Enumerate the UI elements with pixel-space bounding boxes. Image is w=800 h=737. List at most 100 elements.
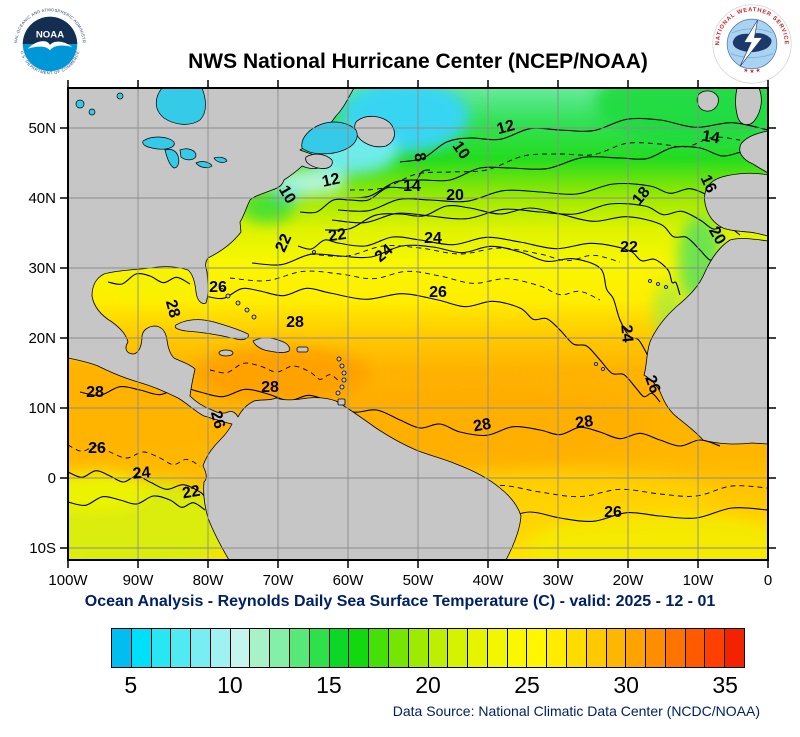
island-bermuda bbox=[312, 250, 316, 254]
page-title: NWS National Hurricane Center (NCEP/NOAA… bbox=[188, 50, 648, 73]
contour-label: 20 bbox=[705, 224, 729, 248]
island-trinidad bbox=[337, 398, 346, 406]
sst-region-overlay bbox=[595, 88, 768, 145]
contour-label: 16 bbox=[697, 172, 720, 195]
y-axis-label: 0 bbox=[48, 470, 56, 487]
contour-label: 26 bbox=[604, 504, 622, 521]
contour-label: 26 bbox=[207, 409, 228, 431]
island-great-britain bbox=[735, 88, 762, 126]
landmass-africa bbox=[643, 238, 768, 445]
noaa-logo-wordmark: NOAA bbox=[36, 30, 64, 41]
noaa-globe-top bbox=[22, 16, 78, 44]
colorbar-segment bbox=[369, 629, 389, 667]
map-caption: Ocean Analysis - Reynolds Daily Sea Surf… bbox=[84, 593, 716, 610]
island-puerto-rico bbox=[296, 346, 309, 353]
x-axis-label: 70W bbox=[263, 572, 295, 589]
contour-label: 10 bbox=[275, 183, 299, 207]
colorbar-segment bbox=[705, 629, 726, 667]
colorbar-segment bbox=[646, 629, 666, 667]
contour-label: 28 bbox=[574, 413, 594, 432]
colorbar-segment bbox=[487, 629, 508, 667]
x-axis-label: 10W bbox=[683, 572, 715, 589]
nws-globe-arc2 bbox=[730, 53, 774, 59]
colorbar-segment bbox=[448, 629, 469, 667]
sst-contour-line bbox=[68, 444, 201, 467]
lake-huron bbox=[179, 148, 197, 161]
contour-label: 28 bbox=[472, 416, 493, 436]
y-axis-label: 30N bbox=[28, 260, 56, 277]
contour-label: 24 bbox=[424, 230, 442, 247]
colorbar-segment bbox=[527, 629, 548, 667]
sst-colorbar bbox=[111, 628, 745, 668]
x-axis-label: 90W bbox=[123, 572, 155, 589]
contour-label: 26 bbox=[641, 373, 663, 396]
sst-region-overlay bbox=[68, 472, 150, 512]
colorbar-segment bbox=[329, 629, 350, 667]
colorbar-segment bbox=[210, 629, 231, 667]
contour-label: 28 bbox=[261, 379, 279, 396]
sst-region-overlay bbox=[242, 191, 294, 223]
colorbar-segment bbox=[685, 629, 706, 667]
islands-lesser-antilles bbox=[335, 356, 347, 396]
islands-canary bbox=[648, 279, 668, 289]
colorbar-segment bbox=[191, 629, 211, 667]
colorbar-segment bbox=[270, 629, 291, 667]
x-axis-label: 0 bbox=[764, 572, 772, 589]
lake-superior bbox=[142, 136, 175, 150]
colorbar-segment bbox=[388, 629, 409, 667]
colorbar-tick-label: 30 bbox=[613, 672, 639, 698]
y-axis-label: 10S bbox=[29, 540, 56, 557]
contour-label: 12 bbox=[321, 170, 342, 190]
colorbar-segment bbox=[309, 629, 330, 667]
colorbar-segment bbox=[665, 629, 686, 667]
x-axis-label: 50W bbox=[403, 572, 435, 589]
contour-label: 12 bbox=[495, 117, 517, 138]
x-axis-label: 100W bbox=[48, 572, 88, 589]
sst-contour-line bbox=[107, 273, 191, 285]
colorbar-segment bbox=[586, 629, 607, 667]
contour-label: 20 bbox=[446, 187, 464, 204]
colorbar-tick-label: 10 bbox=[217, 672, 243, 698]
contour-label: 22 bbox=[181, 483, 202, 503]
contour-label: 28 bbox=[162, 298, 183, 320]
colorbar-segment bbox=[349, 629, 370, 667]
noaa-logo: NOAA NATIONAL OCEANIC AND ATMOSPHERIC AD… bbox=[10, 4, 90, 84]
colorbar-segment bbox=[468, 629, 488, 667]
x-axis-label: 30W bbox=[543, 572, 575, 589]
colorbar-segment bbox=[428, 629, 449, 667]
contour-label: 8 bbox=[410, 151, 428, 163]
colorbar-segment bbox=[626, 629, 647, 667]
contour-label: 24 bbox=[617, 324, 635, 343]
sst-region-overlay bbox=[194, 346, 370, 402]
colorbar-segment bbox=[566, 629, 587, 667]
contour-label: 28 bbox=[86, 384, 104, 401]
y-axis-label: 10N bbox=[28, 400, 56, 417]
contour-label: 26 bbox=[429, 284, 447, 301]
x-axis-label: 60W bbox=[333, 572, 365, 589]
sst-contour-line bbox=[204, 287, 661, 403]
colorbar-tick-label: 15 bbox=[316, 672, 342, 698]
y-axis-label: 50N bbox=[28, 120, 56, 137]
sst-contour-line bbox=[68, 495, 206, 511]
colorbar-tick-label: 20 bbox=[415, 672, 441, 698]
colorbar-tick-label: 25 bbox=[514, 672, 540, 698]
canadian-lakes bbox=[75, 92, 124, 116]
sst-contour-line bbox=[309, 245, 621, 263]
sst-region-overlay bbox=[528, 512, 768, 560]
landmass-americas bbox=[68, 88, 522, 560]
sst-contour-line bbox=[297, 236, 681, 296]
colorbar-tick-label: 5 bbox=[124, 672, 138, 698]
contour-label: 22 bbox=[620, 239, 638, 256]
islands-cape-verde bbox=[594, 362, 605, 371]
lake-ontario bbox=[213, 156, 228, 163]
sst-contour-line bbox=[229, 270, 601, 301]
colorbar-segment bbox=[507, 629, 528, 667]
nws-lightning-bolt-icon bbox=[739, 19, 764, 67]
sst-contour-line bbox=[331, 202, 741, 236]
island-ireland bbox=[696, 90, 719, 112]
sst-contour-line bbox=[349, 136, 741, 191]
hudson-james-bay bbox=[155, 88, 206, 125]
colorbar-segment bbox=[131, 629, 152, 667]
